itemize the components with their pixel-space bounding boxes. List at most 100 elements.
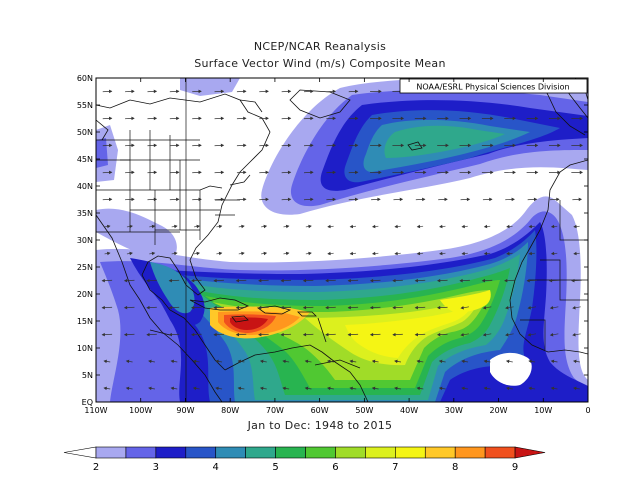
wind-arrow-head [378,89,382,94]
wind-arrow-head [578,197,582,202]
colorbar-label: 9 [512,462,518,473]
wind-arrow-head [153,197,158,202]
wind-arrow-head [349,251,354,256]
wind-arrow-head [302,332,307,337]
wind-arrow-head [436,305,441,310]
wind-arrow-head [505,332,509,337]
wind-arrow-head [101,278,105,283]
lat-label: 55N [77,101,93,110]
colorbar-arrow-high [514,446,546,459]
wind-arrow-head [106,251,111,256]
lon-label: 0 [585,406,590,415]
wind-arrow-head [505,359,510,364]
wind-arrow-head [170,359,175,364]
wind-arrow-head [237,386,242,391]
wind-arrow-head [168,278,172,283]
wind-arrow-head [148,386,152,391]
wind-arrow-head [198,197,202,202]
colorbar-segment [125,446,157,459]
wind-arrow-head [325,278,329,283]
wind-arrow-head [549,305,554,310]
lon-label: 50W [355,406,373,415]
wind-arrow-head [151,251,156,256]
lon-label: 90W [176,406,194,415]
wind-arrow-head [263,251,268,256]
wind-arrow-head [349,386,353,391]
wind-arrow-head [151,224,156,229]
wind-arrow-head [327,224,331,229]
wind-arrow-head [550,251,555,256]
wind-arrow-head [461,359,465,364]
coastlines [96,78,588,402]
wind-arrow-head [439,251,443,256]
wind-arrow-head [106,224,111,229]
wind-arrow-head [258,332,262,337]
wind-arrow-head [198,89,202,94]
wind-arrow-head [285,224,290,229]
wind-arrow-head [325,305,329,310]
time-period-label: Jan to Dec: 1948 to 2015 [247,419,393,432]
colorbar-label: 6 [332,462,338,473]
wind-arrow-head [302,278,307,283]
lon-label: 20W [489,406,507,415]
wind-arrow-head [414,332,418,337]
lon-label: 110W [84,406,107,415]
wind-arrow-head [394,386,398,391]
wind-arrow-head [237,359,242,364]
lat-label: 40N [77,182,93,191]
lon-label: 10W [534,406,552,415]
wind-arrow-head [572,305,576,310]
longitude-labels: 110W 100W 90W 80W 70W 60W 50W 40W 30W 20W 10W 0 [84,406,590,415]
wind-arrow-head [259,386,264,391]
wind-arrow-head [108,170,113,175]
wind-arrow-head [218,224,223,229]
wind-arrow-head [436,278,441,283]
wind-arrow-head [101,332,105,337]
wind-arrow-head [481,278,486,283]
wind-arrow-head [528,224,532,229]
colorbar-segment [335,446,366,459]
wind-arrow-head [131,170,135,175]
wind-arrow-head [146,278,150,283]
wind-arrow-head [308,251,312,256]
wind-arrow-head [573,251,577,256]
wind-arrow-head [282,359,286,364]
wind-arrow-head [198,170,202,175]
political-boundaries [96,78,588,402]
wind-arrow-head [153,89,158,94]
wind-arrow-head [213,305,217,310]
colorbar-label: 7 [392,462,398,473]
wind-arrow-head [557,116,561,121]
lat-label: 15N [77,317,93,326]
wind-arrow-head [327,386,331,391]
wind-arrow-head [129,224,133,229]
wind-arrow-head [414,278,418,283]
wind-arrow-head [153,143,158,148]
colorbar-segment [305,446,336,459]
wind-arrow-head [213,278,217,283]
wind-arrow-head [196,251,200,256]
wind-arrow-head [444,197,448,202]
wind-arrow-head [483,359,488,364]
wind-arrow-head [377,197,381,202]
wind-arrow-head [235,278,240,283]
wind-arrow-head [512,116,516,121]
wind-arrow-head [347,278,351,283]
colorbar-label: 3 [153,462,159,473]
wind-arrow-head [579,170,584,175]
wind-arrow-head [198,143,202,148]
lat-label: EQ [82,398,93,407]
wind-arrow-head [220,116,225,121]
wind-arrow-head [392,278,396,283]
wind-arrow-head [482,332,487,337]
wind-arrow-head [265,143,269,148]
wind-arrow-head [354,170,359,175]
wind-arrow-head [243,170,247,175]
wind-arrow-head [103,359,107,364]
wind-arrow-head [548,278,553,283]
wind-arrow-head [265,89,269,94]
wind-arrow-head [170,386,175,391]
wind-arrow-head [394,224,398,229]
wind-arrow-head [153,170,158,175]
wind-arrow-head [243,197,247,202]
